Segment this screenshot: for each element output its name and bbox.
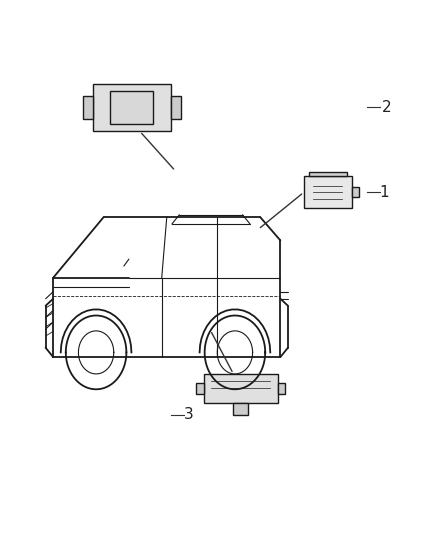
FancyBboxPatch shape: [233, 403, 248, 415]
FancyBboxPatch shape: [204, 374, 278, 403]
FancyBboxPatch shape: [309, 172, 347, 176]
FancyBboxPatch shape: [352, 188, 359, 197]
FancyBboxPatch shape: [278, 383, 285, 394]
Text: 2: 2: [382, 100, 392, 115]
FancyBboxPatch shape: [83, 95, 93, 119]
FancyBboxPatch shape: [171, 95, 180, 119]
FancyBboxPatch shape: [110, 91, 153, 124]
Text: 3: 3: [184, 407, 194, 423]
FancyBboxPatch shape: [93, 84, 171, 131]
FancyBboxPatch shape: [304, 176, 352, 208]
Text: 1: 1: [380, 185, 389, 200]
FancyBboxPatch shape: [196, 383, 204, 394]
